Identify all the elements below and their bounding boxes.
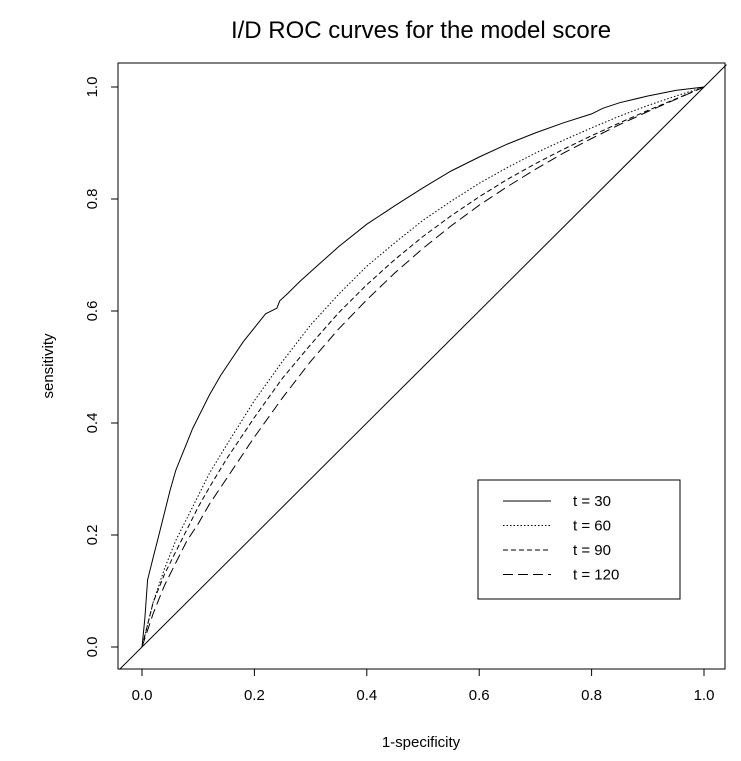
series-line-t-120 [141,86,705,648]
y-axis: 0.0 0.2 0.4 0.6 0.8 1.0 [84,77,119,658]
legend-entries: t = 30 t = 60 t = 90 t = 120 [503,493,619,584]
y-tick-label: 0.4 [84,413,101,434]
y-tick-label: 0.8 [84,189,101,210]
reference-line-group [119,64,727,670]
reference-diagonal-line [119,64,727,670]
legend: t = 30 t = 60 t = 90 t = 120 [477,479,681,600]
legend-box [477,479,681,600]
series-line-t-60 [141,86,705,648]
x-tick-label: 1.0 [694,687,715,704]
legend-label-t-90: t = 90 [573,542,611,559]
legend-label-t-30: t = 30 [573,493,611,510]
y-tick-label: 0.6 [84,301,101,322]
x-tick-label: 0.0 [132,687,153,704]
x-tick-label: 0.4 [356,687,377,704]
legend-label-t-60: t = 60 [573,518,611,535]
y-axis-label: sensitivity [40,333,57,399]
chart-title: I/D ROC curves for the model score [231,17,611,44]
y-tick-label: 1.0 [84,77,101,98]
series-group [141,86,705,648]
y-tick-label: 0.0 [84,637,101,658]
x-axis: 0.0 0.2 0.4 0.6 0.8 1.0 [132,668,715,704]
x-tick-label: 0.8 [581,687,602,704]
y-tick-label: 0.2 [84,525,101,546]
x-axis-label: 1-specificity [382,734,461,751]
x-tick-label: 0.2 [244,687,265,704]
legend-label-t-120: t = 120 [573,567,619,584]
x-tick-label: 0.6 [469,687,490,704]
series-line-t-30 [141,86,705,648]
